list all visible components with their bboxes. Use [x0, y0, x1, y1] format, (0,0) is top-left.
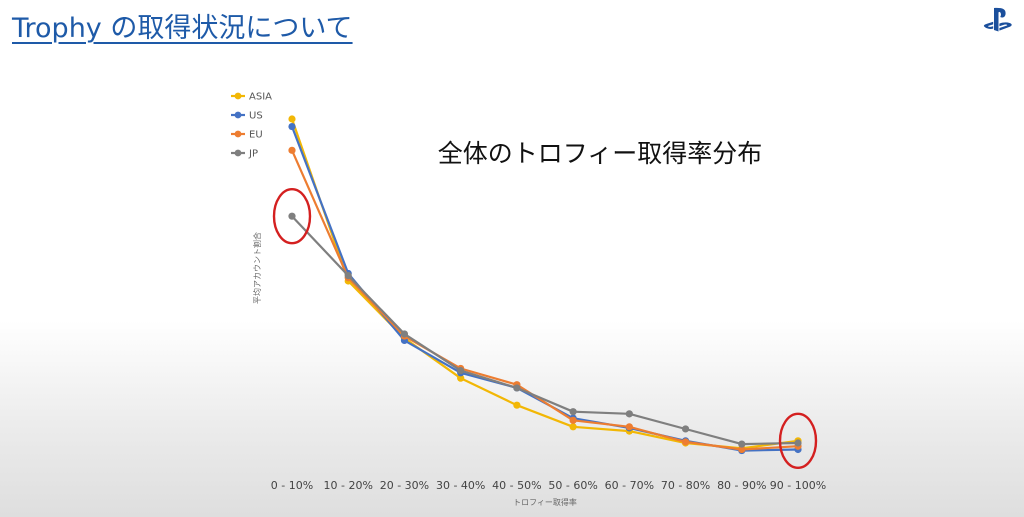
- annotations: [272, 187, 818, 470]
- legend-marker-eu: [234, 130, 242, 138]
- data-point-asia: [288, 115, 296, 123]
- data-point-jp: [513, 384, 521, 392]
- annotation-circle: [272, 187, 312, 245]
- data-point-jp: [344, 272, 352, 280]
- data-point-eu: [738, 445, 746, 454]
- data-point-jp: [569, 408, 577, 416]
- x-tick-label: 70 - 80%: [661, 479, 710, 492]
- x-tick-label: 80 - 90%: [717, 479, 766, 492]
- data-point-jp: [288, 212, 296, 220]
- x-tick-label: 50 - 60%: [548, 479, 597, 492]
- x-tick-label: 60 - 70%: [605, 479, 654, 492]
- data-point-us: [288, 122, 296, 131]
- data-point-jp: [400, 330, 409, 338]
- annotation-circle: [778, 412, 818, 470]
- legend-marker-asia: [234, 92, 242, 100]
- chart-title: 全体のトロフィー取得率分布: [438, 139, 763, 168]
- plot-area: [288, 115, 802, 455]
- series-line-jp: [291, 215, 799, 446]
- data-point-eu: [288, 146, 296, 154]
- x-tick-label: 0 - 10%: [271, 479, 313, 492]
- data-point-asia: [457, 374, 465, 382]
- y-axis-label: 平均アカウント割合: [252, 232, 262, 304]
- legend-marker-us: [234, 111, 242, 119]
- legend-label: JP: [248, 149, 258, 160]
- x-tick-label: 40 - 50%: [492, 479, 541, 492]
- legend-label: US: [249, 111, 263, 122]
- legend-marker-jp: [234, 149, 242, 157]
- x-tick-label: 10 - 20%: [324, 479, 373, 492]
- x-tick-labels: 0 - 10% 10 - 20% 20 - 30% 30 - 40% 40 - 50% 5…: [271, 479, 826, 492]
- data-point-jp: [457, 367, 465, 375]
- data-point-eu: [569, 416, 577, 424]
- data-point-jp: [738, 440, 746, 448]
- data-point-jp: [625, 410, 633, 418]
- legend: ASIA US EU JP: [231, 92, 272, 160]
- x-tick-label: 20 - 30%: [380, 479, 429, 492]
- data-point-eu: [625, 423, 633, 431]
- data-point-jp: [794, 439, 802, 447]
- data-point-eu: [681, 438, 690, 446]
- slide-title: Trophy の取得状況について: [12, 13, 353, 44]
- legend-label: EU: [249, 130, 263, 141]
- legend-label: ASIA: [249, 92, 272, 103]
- data-point-jp: [681, 425, 690, 433]
- x-tick-label: 90 - 100%: [770, 479, 826, 492]
- data-point-asia: [569, 423, 577, 431]
- series-line-eu: [290, 149, 799, 451]
- playstation-logo-icon: [983, 7, 1012, 32]
- x-tick-label: 30 - 40%: [436, 479, 485, 492]
- x-axis-label: トロフィー取得率: [513, 497, 577, 507]
- data-point-asia: [513, 401, 521, 409]
